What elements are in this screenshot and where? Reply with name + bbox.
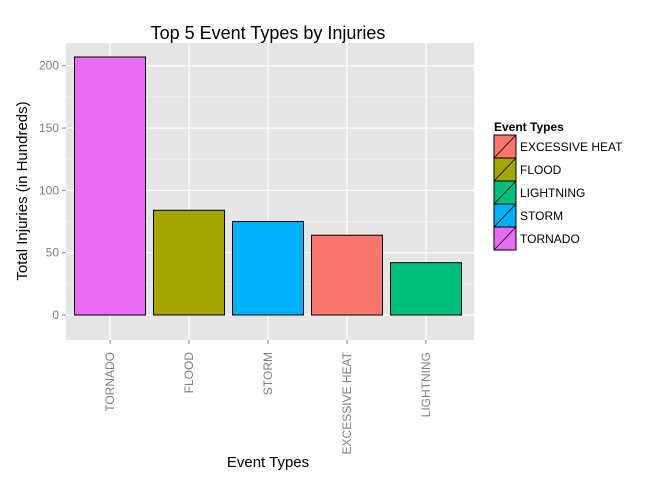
x-tick-label: STORM xyxy=(261,352,275,395)
legend-swatch-slash xyxy=(493,180,517,205)
bar-excessive-heat xyxy=(311,234,383,316)
x-tick-label: LIGHTNING xyxy=(419,352,433,417)
y-axis: 0 50 100 150 200 xyxy=(39,59,66,322)
legend-swatch-slash xyxy=(493,134,517,159)
y-tick-label: 200 xyxy=(39,59,59,73)
x-tick-label: TORNADO xyxy=(103,352,117,412)
y-tick-label: 100 xyxy=(39,183,59,197)
legend-swatch-slash xyxy=(493,203,517,228)
bars xyxy=(74,56,462,316)
legend: Event Types EXCESSIVE HEAT FLOOD LIGHTNING… xyxy=(493,120,623,251)
y-tick-label: 150 xyxy=(39,121,59,135)
legend-label: LIGHTNING xyxy=(520,186,585,200)
legend-entry: TORNADO xyxy=(493,226,580,251)
chart-title: Top 5 Event Types by Injuries xyxy=(151,23,386,43)
legend-title: Event Types xyxy=(494,120,564,134)
bar-lightning xyxy=(390,262,462,316)
legend-swatch-slash xyxy=(493,157,517,182)
legend-entry: LIGHTNING xyxy=(493,180,585,205)
bar-tornado xyxy=(74,56,146,316)
x-tick-label: EXCESSIVE HEAT xyxy=(340,351,354,454)
legend-label: EXCESSIVE HEAT xyxy=(520,140,623,154)
legend-label: TORNADO xyxy=(520,232,580,246)
legend-entry: FLOOD xyxy=(493,157,562,182)
legend-entry: EXCESSIVE HEAT xyxy=(493,134,623,159)
x-axis: TORNADO FLOOD STORM EXCESSIVE HEAT LIGHTNING xyxy=(103,340,433,454)
bar-storm xyxy=(232,221,304,316)
bar-flood xyxy=(153,209,225,316)
legend-label: FLOOD xyxy=(520,163,562,177)
legend-swatch-slash xyxy=(493,226,517,251)
y-tick-label: 50 xyxy=(46,246,60,260)
x-tick-label: FLOOD xyxy=(182,352,196,394)
y-tick-label: 0 xyxy=(52,308,59,322)
legend-entry: STORM xyxy=(493,203,563,228)
y-axis-title: Total Injuries (in Hundreds) xyxy=(14,101,31,280)
legend-label: STORM xyxy=(520,209,563,223)
x-axis-title: Event Types xyxy=(227,454,309,471)
